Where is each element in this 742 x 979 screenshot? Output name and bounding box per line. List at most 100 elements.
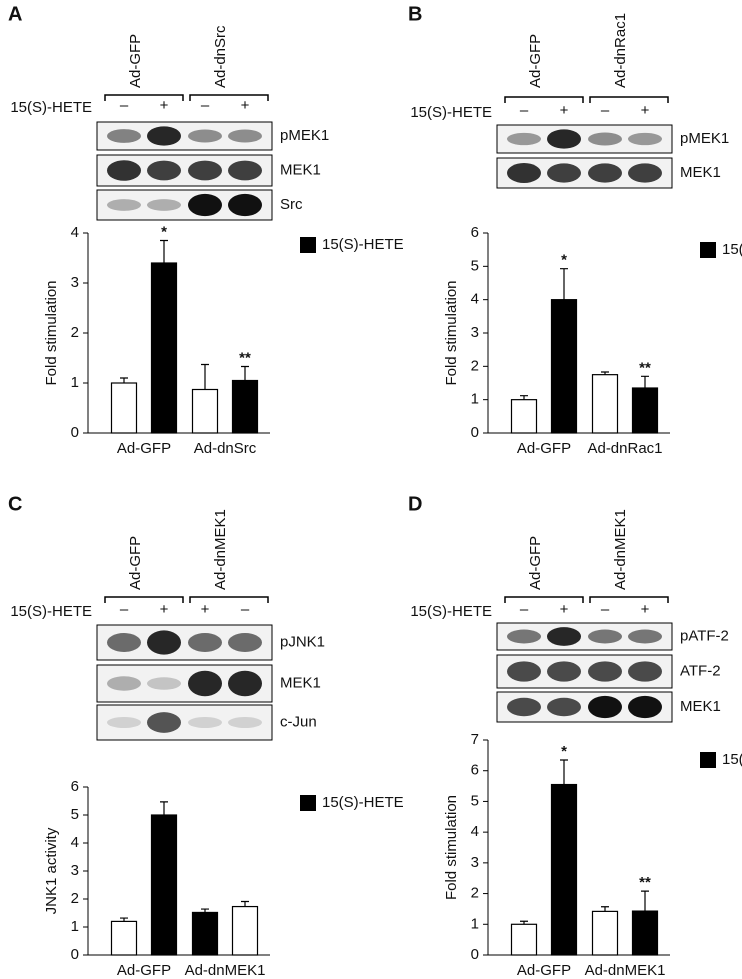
y-tick-label: 4 [471,823,479,840]
column-label: Ad-GFP [127,34,144,88]
y-tick-label: 1 [471,391,479,408]
legend-label: 15(S)-HETE [322,236,404,253]
treatment-sign: – [601,601,610,618]
error-bar [241,900,249,907]
legend-swatch [700,242,716,258]
blot-band [147,160,181,181]
column-label: Ad-dnMEK1 [212,509,229,590]
blot-band [628,629,662,644]
treatment-sign: + [560,601,569,618]
blot-label: MEK1 [680,164,721,181]
blot-band [188,670,222,697]
blot-band [107,716,141,729]
blot-image [496,124,673,154]
y-tick-label: 6 [471,762,479,779]
panel-letter: C [8,493,22,515]
treatment-label: 15(S)-HETE [410,603,492,620]
bar [191,388,219,434]
panel-letter: D [408,493,422,515]
blot-band [188,193,222,217]
blot-label: pMEK1 [680,130,729,147]
blot-band [188,716,222,729]
blot-band [107,129,141,143]
panel-letter: B [408,3,422,25]
significance-mark: * [161,223,167,240]
treatment-sign: – [120,601,129,618]
y-tick-label: 0 [71,424,79,441]
blot-band [147,712,181,733]
y-tick-label: 2 [71,890,79,907]
bar [631,910,659,956]
error-bar [520,395,528,400]
y-tick-label: 3 [471,324,479,341]
blot-band [107,160,141,181]
y-axis-label: Fold stimulation [443,795,460,900]
blot-band [107,199,141,211]
column-label: Ad-GFP [127,536,144,590]
blot-band [588,163,622,183]
y-tick-label: 4 [471,291,479,308]
error-bar [520,920,528,925]
blot-band [147,630,181,655]
blot-band [107,676,141,691]
bracket [589,596,669,603]
treatment-sign: + [641,601,650,618]
x-tick-label: Ad-GFP [117,962,171,979]
column-label: Ad-dnRac1 [612,13,629,88]
x-tick-label: Ad-dnMEK1 [585,962,666,979]
significance-mark: ** [639,874,651,891]
legend-swatch [700,752,716,768]
treatment-label: 15(S)-HETE [10,603,92,620]
error-bar [560,268,568,300]
blot-band [628,695,662,719]
blot-label: MEK1 [680,698,721,715]
y-tick-label: 2 [471,885,479,902]
blot-band [588,661,622,682]
blot-band [147,126,181,146]
treatment-sign: + [560,102,569,119]
blot-band [188,633,222,652]
treatment-sign: – [601,102,610,119]
blot-label: MEK1 [280,674,321,691]
treatment-sign: + [201,601,210,618]
blot-band [507,697,541,717]
y-tick-label: 3 [71,862,79,879]
blot-band [507,163,541,183]
bar [550,783,578,956]
y-tick-label: 2 [471,357,479,374]
bracket [189,596,269,603]
blot-band [547,697,581,717]
y-tick-label: 3 [471,854,479,871]
legend-label: 15(S)-HETE [722,241,742,258]
error-bar [201,908,209,913]
y-tick-label: 4 [71,224,79,241]
bar [110,920,138,956]
bar [231,379,259,434]
blot-band [628,132,662,146]
treatment-label: 15(S)-HETE [410,104,492,121]
significance-mark: ** [639,359,651,376]
y-tick-label: 1 [471,915,479,932]
error-bar [641,890,649,912]
panel-letter: A [8,3,22,25]
treatment-sign: – [520,102,529,119]
bar [510,923,538,956]
bar [550,299,578,434]
blot-label: pMEK1 [280,127,329,144]
y-tick-label: 5 [471,792,479,809]
y-tick-label: 5 [471,257,479,274]
treatment-sign: – [201,97,210,114]
legend-swatch [300,237,316,253]
y-axis-label: JNK1 activity [43,827,60,914]
treatment-sign: – [241,601,250,618]
blot-band [588,695,622,719]
blot-band [547,627,581,646]
y-tick-label: 6 [71,778,79,795]
blot-band [228,633,262,652]
blot-band [147,199,181,211]
blot-label: ATF-2 [680,662,721,679]
bar [150,814,178,956]
error-bar [120,917,128,922]
error-bar [560,759,568,785]
blot-band [188,129,222,143]
